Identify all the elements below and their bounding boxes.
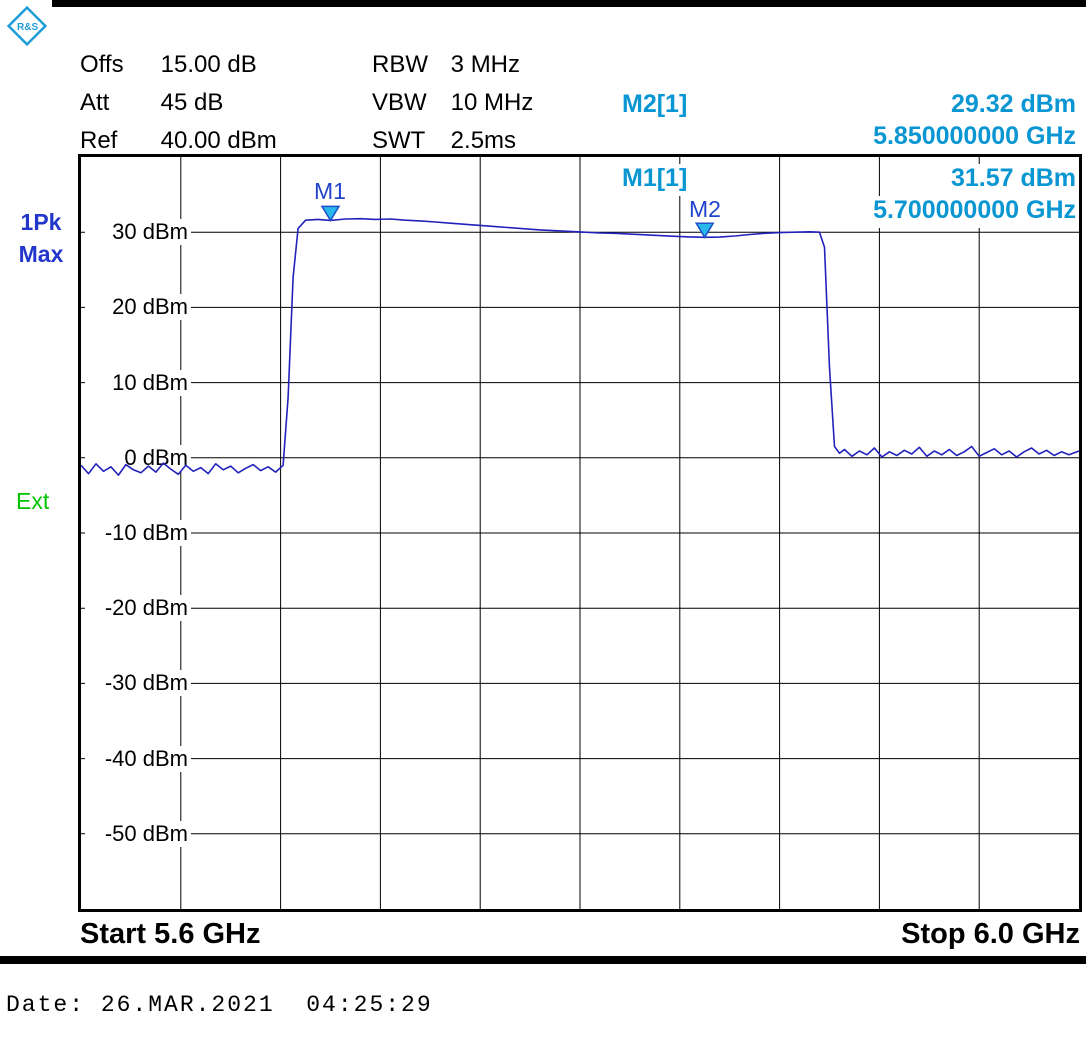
settings-column-2: RBW 3 MHz VBW 10 MHz SWT 2.5ms (372, 46, 533, 160)
start-frequency-label: Start 5.6 GHz (80, 918, 261, 950)
offset-value: 15.00 dB (160, 51, 257, 78)
swt-label: SWT (372, 127, 426, 154)
marker-M1-triangle-icon (320, 205, 341, 222)
swt-value: 2.5ms (450, 127, 517, 154)
spectrum-plot-area (78, 154, 1082, 912)
bottom-divider-bar (0, 956, 1086, 964)
marker-readout-gap (620, 154, 1078, 164)
rs-logo-icon: R&S (5, 4, 49, 48)
offset-label: Offs (80, 51, 124, 78)
swt-row: SWT 2.5ms (372, 122, 533, 160)
y-tick-0dbm: 0 dBm (85, 445, 191, 471)
rbw-row: RBW 3 MHz (372, 46, 533, 84)
marker-m1-freq-row: 5.700000000 GHz (620, 196, 1078, 228)
stop-frequency-label: Stop 6.0 GHz (901, 918, 1080, 950)
trace-detector-label: 1Pk (20, 209, 62, 235)
attenuation-label: Att (80, 89, 110, 116)
marker-m2-readout-row: M2[1] 29.32 dBm (620, 90, 1078, 122)
marker-m2-flag-label: M2 (689, 196, 721, 222)
y-tick-m50dbm: -50 dBm (85, 821, 191, 847)
ref-level-value: 40.00 dBm (160, 127, 277, 154)
marker-m1-flag-label: M1 (314, 178, 346, 204)
marker-m1-readout-row: M1[1] 31.57 dBm (620, 164, 1078, 196)
vbw-row: VBW 10 MHz (372, 84, 533, 122)
trace-info-block: 1Pk Max (10, 206, 72, 270)
marker-m2-frequency: 5.850000000 GHz (871, 122, 1078, 154)
spectrum-trace (81, 217, 1079, 476)
y-tick-20dbm: 20 dBm (85, 294, 191, 320)
ext-trigger-label: Ext (16, 488, 50, 514)
attenuation-value: 45 dB (160, 89, 224, 116)
rbw-label: RBW (372, 51, 428, 78)
rbw-value: 3 MHz (450, 51, 521, 78)
y-tick-m10dbm: -10 dBm (85, 520, 191, 546)
marker-m2-name: M2[1] (620, 90, 690, 122)
rs-logo-text: R&S (17, 22, 38, 33)
marker-M2-triangle-icon (694, 222, 715, 239)
marker-m1-level: 31.57 dBm (948, 164, 1078, 196)
marker-triangles (320, 205, 715, 239)
top-divider-bar (52, 0, 1086, 7)
vbw-label: VBW (372, 89, 427, 116)
y-tick-m40dbm: -40 dBm (85, 746, 191, 772)
plot-trace-layer (81, 205, 1079, 476)
marker-m1-frequency: 5.700000000 GHz (871, 196, 1078, 228)
marker-m1-name: M1[1] (620, 164, 690, 196)
y-tick-m30dbm: -30 dBm (85, 670, 191, 696)
y-tick-30dbm: 30 dBm (85, 219, 191, 245)
vbw-value: 10 MHz (450, 89, 534, 116)
y-tick-m20dbm: -20 dBm (85, 595, 191, 621)
settings-column-1: Offs 15.00 dB Att 45 dB Ref 40.00 dBm (80, 46, 277, 160)
ref-level-label: Ref (80, 127, 118, 154)
attenuation-row: Att 45 dB (80, 84, 277, 122)
marker-readout-panel: M2[1] 29.32 dBm 5.850000000 GHz M1[1] 31… (620, 90, 1078, 228)
date-timestamp: Date: 26.MAR.2021 04:25:29 (6, 992, 433, 1018)
marker-m2-freq-row: 5.850000000 GHz (620, 122, 1078, 154)
marker-m2-level: 29.32 dBm (948, 90, 1078, 122)
y-tick-10dbm: 10 dBm (85, 370, 191, 396)
offset-row: Offs 15.00 dB (80, 46, 277, 84)
trace-mode-label: Max (18, 241, 64, 267)
ref-level-row: Ref 40.00 dBm (80, 122, 277, 160)
